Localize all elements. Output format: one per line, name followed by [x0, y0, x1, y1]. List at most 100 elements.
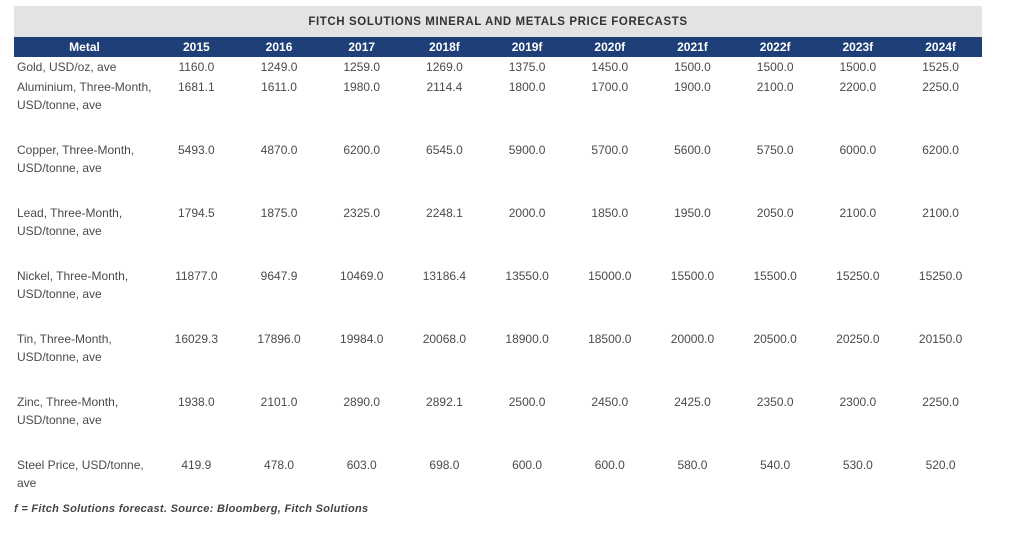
price-cell: 1160.0 [178, 60, 215, 74]
price-cell: 2250.0 [922, 395, 959, 409]
price-cell: 2000.0 [508, 206, 546, 220]
price-cell: 2425.0 [674, 395, 711, 409]
metal-label: Zinc, Three-Month, USD/tonne, ave [17, 395, 119, 427]
price-forecast-table: Metal 2015 2016 2017 2018f 2019f 2020f 2021f 202… [14, 37, 982, 496]
metal-label: Lead, Three-Month, USD/tonne, ave [17, 206, 123, 238]
price-cell: 1938.0 [177, 395, 215, 409]
price-cell: 698.0 [429, 458, 460, 472]
price-cell: 1500.0 [756, 60, 794, 74]
price-cell: 520.0 [925, 458, 956, 472]
price-cell: 1500.0 [839, 60, 877, 74]
price-cell: 5750.0 [756, 143, 794, 157]
column-header-year: 2021f [651, 37, 734, 57]
price-cell: 5900.0 [508, 143, 546, 157]
price-cell: 1611.0 [261, 80, 297, 94]
column-header-year: 2016 [237, 37, 321, 57]
metal-label: Gold, USD/oz, ave [17, 60, 117, 74]
column-header-year: 2018f [403, 37, 486, 57]
price-cell: 19984.0 [340, 332, 384, 346]
price-cell: 2100.0 [922, 206, 959, 220]
price-cell: 6200.0 [922, 143, 959, 157]
price-cell: 1375.0 [508, 60, 546, 74]
price-cell: 16029.3 [174, 332, 219, 346]
price-cell: 13186.4 [422, 269, 467, 283]
price-cell: 1875.0 [260, 206, 298, 220]
price-cell: 20000.0 [670, 332, 715, 346]
price-cell: 2100.0 [839, 206, 877, 220]
footnote: f = Fitch Solutions forecast. Source: Bl… [14, 503, 369, 515]
price-cell: 20150.0 [918, 332, 963, 346]
price-cell: 2500.0 [508, 395, 546, 409]
price-cell: 2248.1 [426, 206, 463, 220]
price-cell: 18500.0 [588, 332, 632, 346]
column-header-year: 2024f [899, 37, 982, 57]
metal-label: Steel Price, USD/tonne, ave [17, 458, 144, 490]
price-cell: 2450.0 [591, 395, 629, 409]
price-cell: 1249.0 [260, 60, 298, 74]
price-cell: 1500.0 [674, 60, 711, 74]
price-cell: 1700.0 [591, 80, 629, 94]
price-cell: 5700.0 [591, 143, 629, 157]
price-cell: 2114.4 [426, 80, 463, 94]
table-row: Lead, Three-Month, USD/tonne, ave 1794.5 1… [14, 203, 982, 266]
price-cell: 1800.0 [508, 80, 546, 94]
price-cell: 20250.0 [836, 332, 880, 346]
price-cell: 419.9 [181, 458, 212, 472]
price-cell: 2100.0 [756, 80, 794, 94]
price-cell: 600.0 [594, 458, 625, 472]
price-cell: 1900.0 [674, 80, 711, 94]
price-cell: 2890.0 [343, 395, 381, 409]
column-header-year: 2019f [485, 37, 569, 57]
price-cell: 600.0 [512, 458, 543, 472]
price-cell: 603.0 [346, 458, 377, 472]
price-cell: 20068.0 [422, 332, 467, 346]
column-header-year: 2017 [320, 37, 404, 57]
price-cell: 6200.0 [343, 143, 381, 157]
price-cell: 580.0 [677, 458, 708, 472]
price-cell: 530.0 [842, 458, 873, 472]
price-cell: 2350.0 [756, 395, 794, 409]
price-cell: 20500.0 [753, 332, 797, 346]
column-header-year: 2023f [816, 37, 900, 57]
column-header-metal: Metal [14, 37, 155, 57]
price-cell: 2300.0 [839, 395, 877, 409]
table-row: Tin, Three-Month, USD/tonne, ave 16029.3 1… [14, 329, 982, 392]
price-cell: 17896.0 [257, 332, 301, 346]
table-title-bar: FITCH SOLUTIONS MINERAL AND METALS PRICE… [14, 6, 982, 37]
price-cell: 540.0 [760, 458, 791, 472]
metal-label: Nickel, Three-Month, USD/tonne, ave [17, 269, 129, 301]
price-cell: 1794.5 [177, 206, 215, 220]
metal-label: Tin, Three-Month, USD/tonne, ave [17, 332, 112, 364]
price-cell: 1950.0 [674, 206, 711, 220]
price-cell: 1850.0 [591, 206, 629, 220]
price-cell: 9647.9 [260, 269, 298, 283]
price-cell: 13550.0 [505, 269, 549, 283]
table-row: Nickel, Three-Month, USD/tonne, ave 11877… [14, 266, 982, 329]
price-cell: 15500.0 [753, 269, 797, 283]
price-cell: 15000.0 [588, 269, 632, 283]
column-header-year: 2015 [155, 37, 238, 57]
price-cell: 15500.0 [670, 269, 715, 283]
price-cell: 1525.0 [922, 60, 959, 74]
table-row: Copper, Three-Month, USD/tonne, ave 5493.… [14, 140, 982, 203]
price-cell: 2101.0 [260, 395, 298, 409]
price-cell: 15250.0 [836, 269, 880, 283]
price-cell: 1681.1 [177, 80, 215, 94]
table-row: Zinc, Three-Month, USD/tonne, ave 1938.0 2… [14, 392, 982, 455]
price-cell: 2325.0 [343, 206, 381, 220]
header-row: Metal 2015 2016 2017 2018f 2019f 2020f 2021f 202… [14, 37, 982, 57]
metal-label: Copper, Three-Month, USD/tonne, ave [17, 143, 135, 175]
price-cell: 2892.1 [426, 395, 463, 409]
table-row: Gold, USD/oz, ave 1160.0 1249.0 1259.0 1269.… [14, 57, 982, 77]
table-title: FITCH SOLUTIONS MINERAL AND METALS PRICE… [308, 16, 688, 28]
price-cell: 11877.0 [175, 269, 218, 283]
table-row: Aluminium, Three-Month, USD/tonne, ave 16… [14, 77, 982, 140]
price-cell: 10469.0 [340, 269, 384, 283]
price-cell: 6545.0 [426, 143, 463, 157]
price-cell: 2250.0 [922, 80, 959, 94]
column-header-year: 2022f [733, 37, 817, 57]
price-cell: 5493.0 [177, 143, 215, 157]
price-cell: 6000.0 [839, 143, 877, 157]
price-cell: 15250.0 [918, 269, 963, 283]
price-cell: 1450.0 [591, 60, 629, 74]
